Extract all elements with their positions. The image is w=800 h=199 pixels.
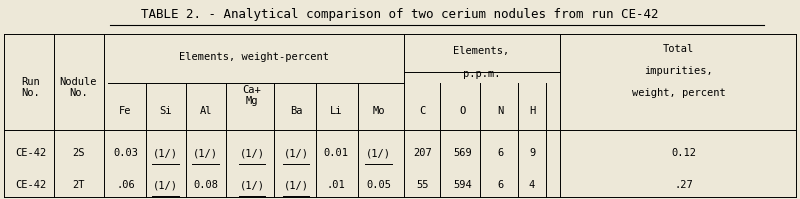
- Text: .06: .06: [116, 180, 135, 190]
- Text: 55: 55: [416, 180, 429, 190]
- Text: Fe: Fe: [119, 106, 132, 116]
- Text: p.p.m.: p.p.m.: [463, 69, 500, 79]
- Text: 6: 6: [497, 180, 503, 190]
- Text: 2S: 2S: [72, 148, 85, 158]
- Text: 0.05: 0.05: [366, 180, 391, 190]
- Text: Elements,: Elements,: [454, 46, 510, 56]
- Text: 0.03: 0.03: [113, 148, 138, 158]
- Text: Total: Total: [662, 44, 694, 54]
- Text: (1/): (1/): [283, 180, 309, 190]
- Text: 9: 9: [529, 148, 535, 158]
- Text: 2T: 2T: [72, 180, 85, 190]
- Text: 207: 207: [413, 148, 432, 158]
- Text: Si: Si: [159, 106, 172, 116]
- Text: Ba: Ba: [290, 106, 302, 116]
- Text: CE-42: CE-42: [14, 148, 46, 158]
- Text: N: N: [497, 106, 503, 116]
- Text: Li: Li: [330, 106, 342, 116]
- Text: .01: .01: [326, 180, 346, 190]
- Text: H: H: [529, 106, 535, 116]
- Text: (1/): (1/): [366, 148, 391, 158]
- Text: (1/): (1/): [239, 148, 265, 158]
- Text: (1/): (1/): [153, 148, 178, 158]
- Text: 569: 569: [453, 148, 472, 158]
- Text: TABLE 2. - Analytical comparison of two cerium nodules from run CE-42: TABLE 2. - Analytical comparison of two …: [142, 8, 658, 21]
- Text: Run
No.: Run No.: [21, 77, 40, 98]
- Text: (1/): (1/): [193, 148, 218, 158]
- Text: 594: 594: [453, 180, 472, 190]
- Text: 0.08: 0.08: [193, 180, 218, 190]
- Text: Al: Al: [199, 106, 212, 116]
- Text: (1/): (1/): [239, 180, 265, 190]
- Text: O: O: [459, 106, 466, 116]
- Text: .27: .27: [674, 180, 694, 190]
- Text: Ca+
Mg: Ca+ Mg: [242, 85, 262, 106]
- Text: 0.12: 0.12: [671, 148, 697, 158]
- Text: CE-42: CE-42: [14, 180, 46, 190]
- Text: Elements, weight-percent: Elements, weight-percent: [179, 52, 330, 62]
- Text: (1/): (1/): [283, 148, 309, 158]
- Text: Nodule
No.: Nodule No.: [60, 77, 97, 98]
- Text: (1/): (1/): [153, 180, 178, 190]
- Text: weight, percent: weight, percent: [631, 88, 726, 98]
- Text: 4: 4: [529, 180, 535, 190]
- Text: 0.01: 0.01: [323, 148, 349, 158]
- Text: impurities,: impurities,: [644, 66, 713, 76]
- Text: Mo: Mo: [372, 106, 385, 116]
- Text: C: C: [419, 106, 426, 116]
- Text: 6: 6: [497, 148, 503, 158]
